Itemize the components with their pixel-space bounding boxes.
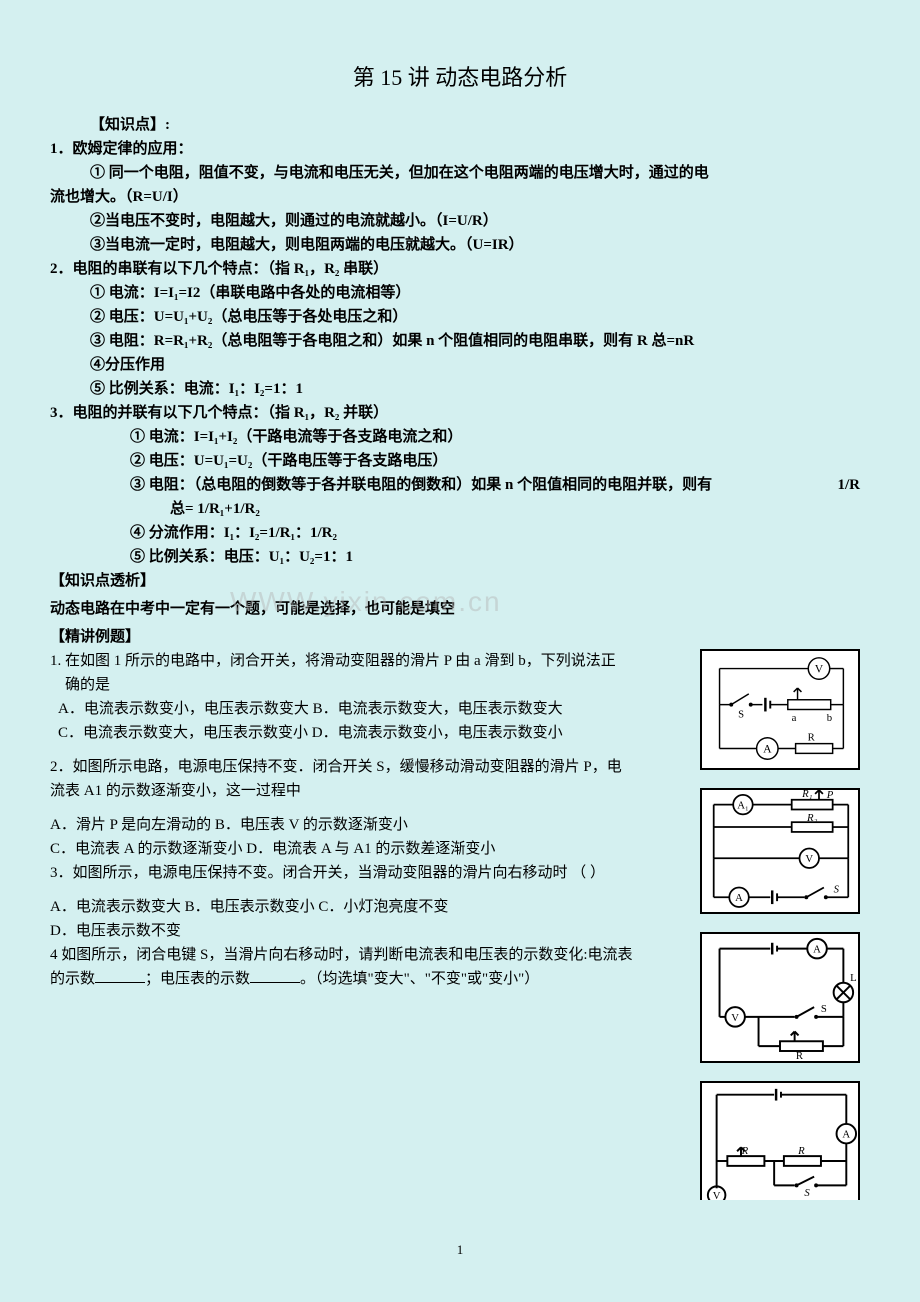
page-title: 第 15 讲 动态电路分析 (50, 60, 870, 95)
diagrams-column: V S a b A R (700, 649, 870, 1200)
d2-s: S (834, 884, 840, 896)
circuit-diagram-4: A R R S V (700, 1081, 860, 1200)
d4-A: A (842, 1128, 850, 1140)
q1-stem1: 1. 在如图 1 所示的电路中，闭合开关，将滑动变阻器的滑片 P 由 a 滑到 … (50, 649, 690, 673)
q2-opts-ab: A．滑片 P 是向左滑动的 B．电压表 V 的示数逐渐变小 (50, 813, 690, 837)
d3-L: L (850, 972, 857, 984)
k2-p1: ① 电流：I=I₁=I2（串联电路中各处的电流相等） (90, 281, 870, 305)
q3-opt-d: D．电压表示数不变 (50, 919, 690, 943)
k2-p3: ③ 电阻：R=R₁+R₂（总电阻等于各电阻之和）如果 n 个阻值相同的电阻串联，… (90, 329, 870, 353)
circuit-diagram-3: A L V S R (700, 932, 860, 1063)
k3-p3b: 总= 1/R₁+1/R₂ (170, 497, 870, 521)
k1-p3: ③当电流一定时，电阻越大，则电阻两端的电压就越大。（U=IR） (90, 233, 870, 257)
d1-A: A (763, 743, 772, 756)
analysis-head: 【知识点透析】 (50, 569, 870, 593)
d4-S: S (804, 1187, 810, 1199)
k1-p1a: ① 同一个电阻，阻值不变，与电流和电压无关，但加在这个电阻两端的电压增大时，通过… (90, 161, 870, 185)
q1-stem2: 确的是 (65, 673, 690, 697)
d2-a1: A₁ (737, 800, 748, 812)
q4-s2a: 的示数 (50, 971, 95, 987)
k3-p3a: ③ 电阻：（总电阻的倒数等于各并联电阻的倒数和）如果 n 个阻值相同的电阻并联，… (130, 477, 712, 493)
analysis-body: 动态电路在中考中一定有一个题，可能是选择，也可能是填空 (50, 597, 870, 621)
d3-R: R (796, 1050, 804, 1062)
d3-S: S (821, 1003, 827, 1015)
k2-p4: ④分压作用 (90, 353, 870, 377)
questions-column: 1. 在如图 1 所示的电路中，闭合开关，将滑动变阻器的滑片 P 由 a 滑到 … (50, 649, 690, 991)
k3-p2: ② 电压：U=U₁=U₂（干路电压等于各支路电压） (130, 449, 870, 473)
d1-R: R (808, 732, 816, 744)
q4-blank2[interactable] (250, 969, 300, 983)
d2-p: P (826, 789, 834, 801)
d2-v: V (805, 853, 813, 865)
d2-r2: R₂ (806, 812, 818, 824)
k2-p5: ⑤ 比例关系：电流：I₁：I₂=1：1 (90, 377, 870, 401)
q1-opts-cd: C．电流表示数变大，电压表示数变小 D．电流表示数变小，电压表示数变小 (58, 721, 690, 745)
d1-b-lbl: b (827, 712, 832, 724)
q4-stem1: 4 如图所示，闭合电键 S，当滑片向右移动时，请判断电流表和电压表的示数变化:电… (50, 943, 690, 967)
q4-blank1[interactable] (95, 969, 145, 983)
k3-p5: ⑤ 比例关系：电压：U₁：U₂=1：1 (130, 545, 870, 569)
d2-A: A (735, 892, 743, 904)
k3-head: 3．电阻的并联有以下几个特点：（指 R₁，R₂ 并联） (50, 401, 870, 425)
page-number: 1 (50, 1240, 870, 1261)
examples-head: 【精讲例题】 (50, 625, 870, 649)
d4-R2: R (797, 1145, 805, 1157)
q2-stem1: 2．如图所示电路，电源电压保持不变．闭合开关 S，缓慢移动滑动变阻器的滑片 P，… (50, 755, 690, 779)
circuit-diagram-2: A₁ R₁ P R₂ V A S (700, 788, 860, 914)
k3-p1: ① 电流：I=I₁+I₂（干路电流等于各支路电流之和） (130, 425, 870, 449)
k2-head: 2．电阻的串联有以下几个特点：（指 R₁，R₂ 串联） (50, 257, 870, 281)
k1-p2: ②当电压不变时，电阻越大，则通过的电流就越小。（I=U/R） (90, 209, 870, 233)
k2-p2: ② 电压：U=U₁+U₂（总电压等于各处电压之和） (90, 305, 870, 329)
q1-opts-ab: A．电流表示数变小，电压表示数变大 B．电流表示数变大，电压表示数变大 (58, 697, 690, 721)
q4-s2b: ；电压表的示数 (145, 971, 250, 987)
d4-R1: R (741, 1145, 749, 1157)
circuit-diagram-1: V S a b A R (700, 649, 860, 770)
q3-stem: 3．如图所示，电源电压保持不变。闭合开关，当滑动变阻器的滑片向右移动时 （ ） (50, 861, 690, 885)
d1-a-lbl: a (792, 712, 797, 724)
q2-opts-cd: C．电流表 A 的示数逐渐变小 D．电流表 A 与 A1 的示数差逐渐变小 (50, 837, 690, 861)
q2-stem2: 流表 A1 的示数逐渐变小，这一过程中 (50, 779, 690, 803)
knowledge-heading: 【知识点】: (90, 113, 870, 137)
d3-A: A (813, 944, 821, 956)
k3-p3: ③ 电阻：（总电阻的倒数等于各并联电阻的倒数和）如果 n 个阻值相同的电阻并联，… (130, 473, 870, 497)
q4-s2c: 。（均选填"变大"、"不变"或"变小"） (300, 971, 539, 987)
k3-p4: ④ 分流作用：I₁：I₂=1/R₁：1/R₂ (130, 521, 870, 545)
k1-head: 1．欧姆定律的应用： (50, 137, 870, 161)
d1-v: V (815, 663, 824, 676)
k3-p3r: 1/R (838, 473, 871, 497)
d1-s: S (738, 708, 744, 720)
d3-V: V (731, 1012, 739, 1024)
q4-stem2: 的示数 ；电压表的示数 。（均选填"变大"、"不变"或"变小"） (50, 967, 690, 991)
d2-r1: R₁ (801, 788, 813, 800)
q3-opts-abc: A．电流表示数变大 B．电压表示数变小 C．小灯泡亮度不变 (50, 895, 690, 919)
k1-p1b: 流也增大。（R=U/I） (50, 185, 870, 209)
d4-V: V (713, 1190, 721, 1200)
